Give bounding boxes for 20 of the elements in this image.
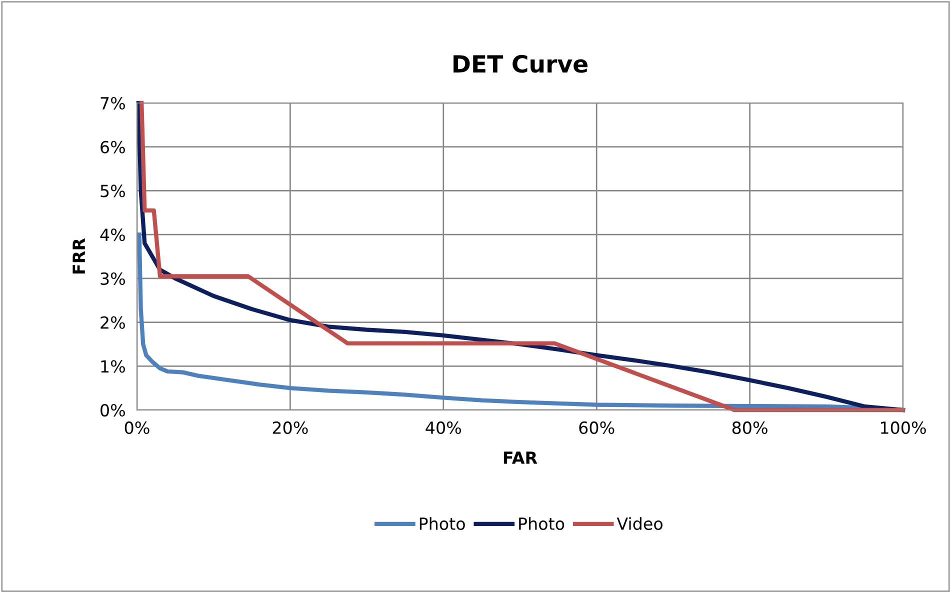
y-tick-label: 6% <box>100 140 125 154</box>
x-tick-label: 20% <box>272 421 308 434</box>
y-tick-label: 4% <box>100 228 125 242</box>
x-tick-label: 100% <box>881 421 926 434</box>
y-tick-label: 2% <box>100 316 125 329</box>
x-tick-label: 40% <box>426 421 461 434</box>
y-axis-title: FRR <box>72 238 85 274</box>
y-tick-label: 7% <box>100 96 125 110</box>
x-axis-title: FAR <box>504 452 538 464</box>
legend-label: Photo <box>420 517 465 530</box>
y-tick-label: 3% <box>100 272 125 285</box>
legend-label: Photo <box>519 517 564 530</box>
x-tick-label: 60% <box>579 421 614 434</box>
legend-label: Video <box>616 517 662 530</box>
y-tick-label: 0% <box>100 404 125 417</box>
y-tick-label: 1% <box>101 360 125 373</box>
chart-title: DET Curve <box>454 54 588 73</box>
x-tick-label: 0% <box>124 421 150 434</box>
x-tick-label: 80% <box>732 421 768 434</box>
y-tick-label: 5% <box>100 184 125 198</box>
